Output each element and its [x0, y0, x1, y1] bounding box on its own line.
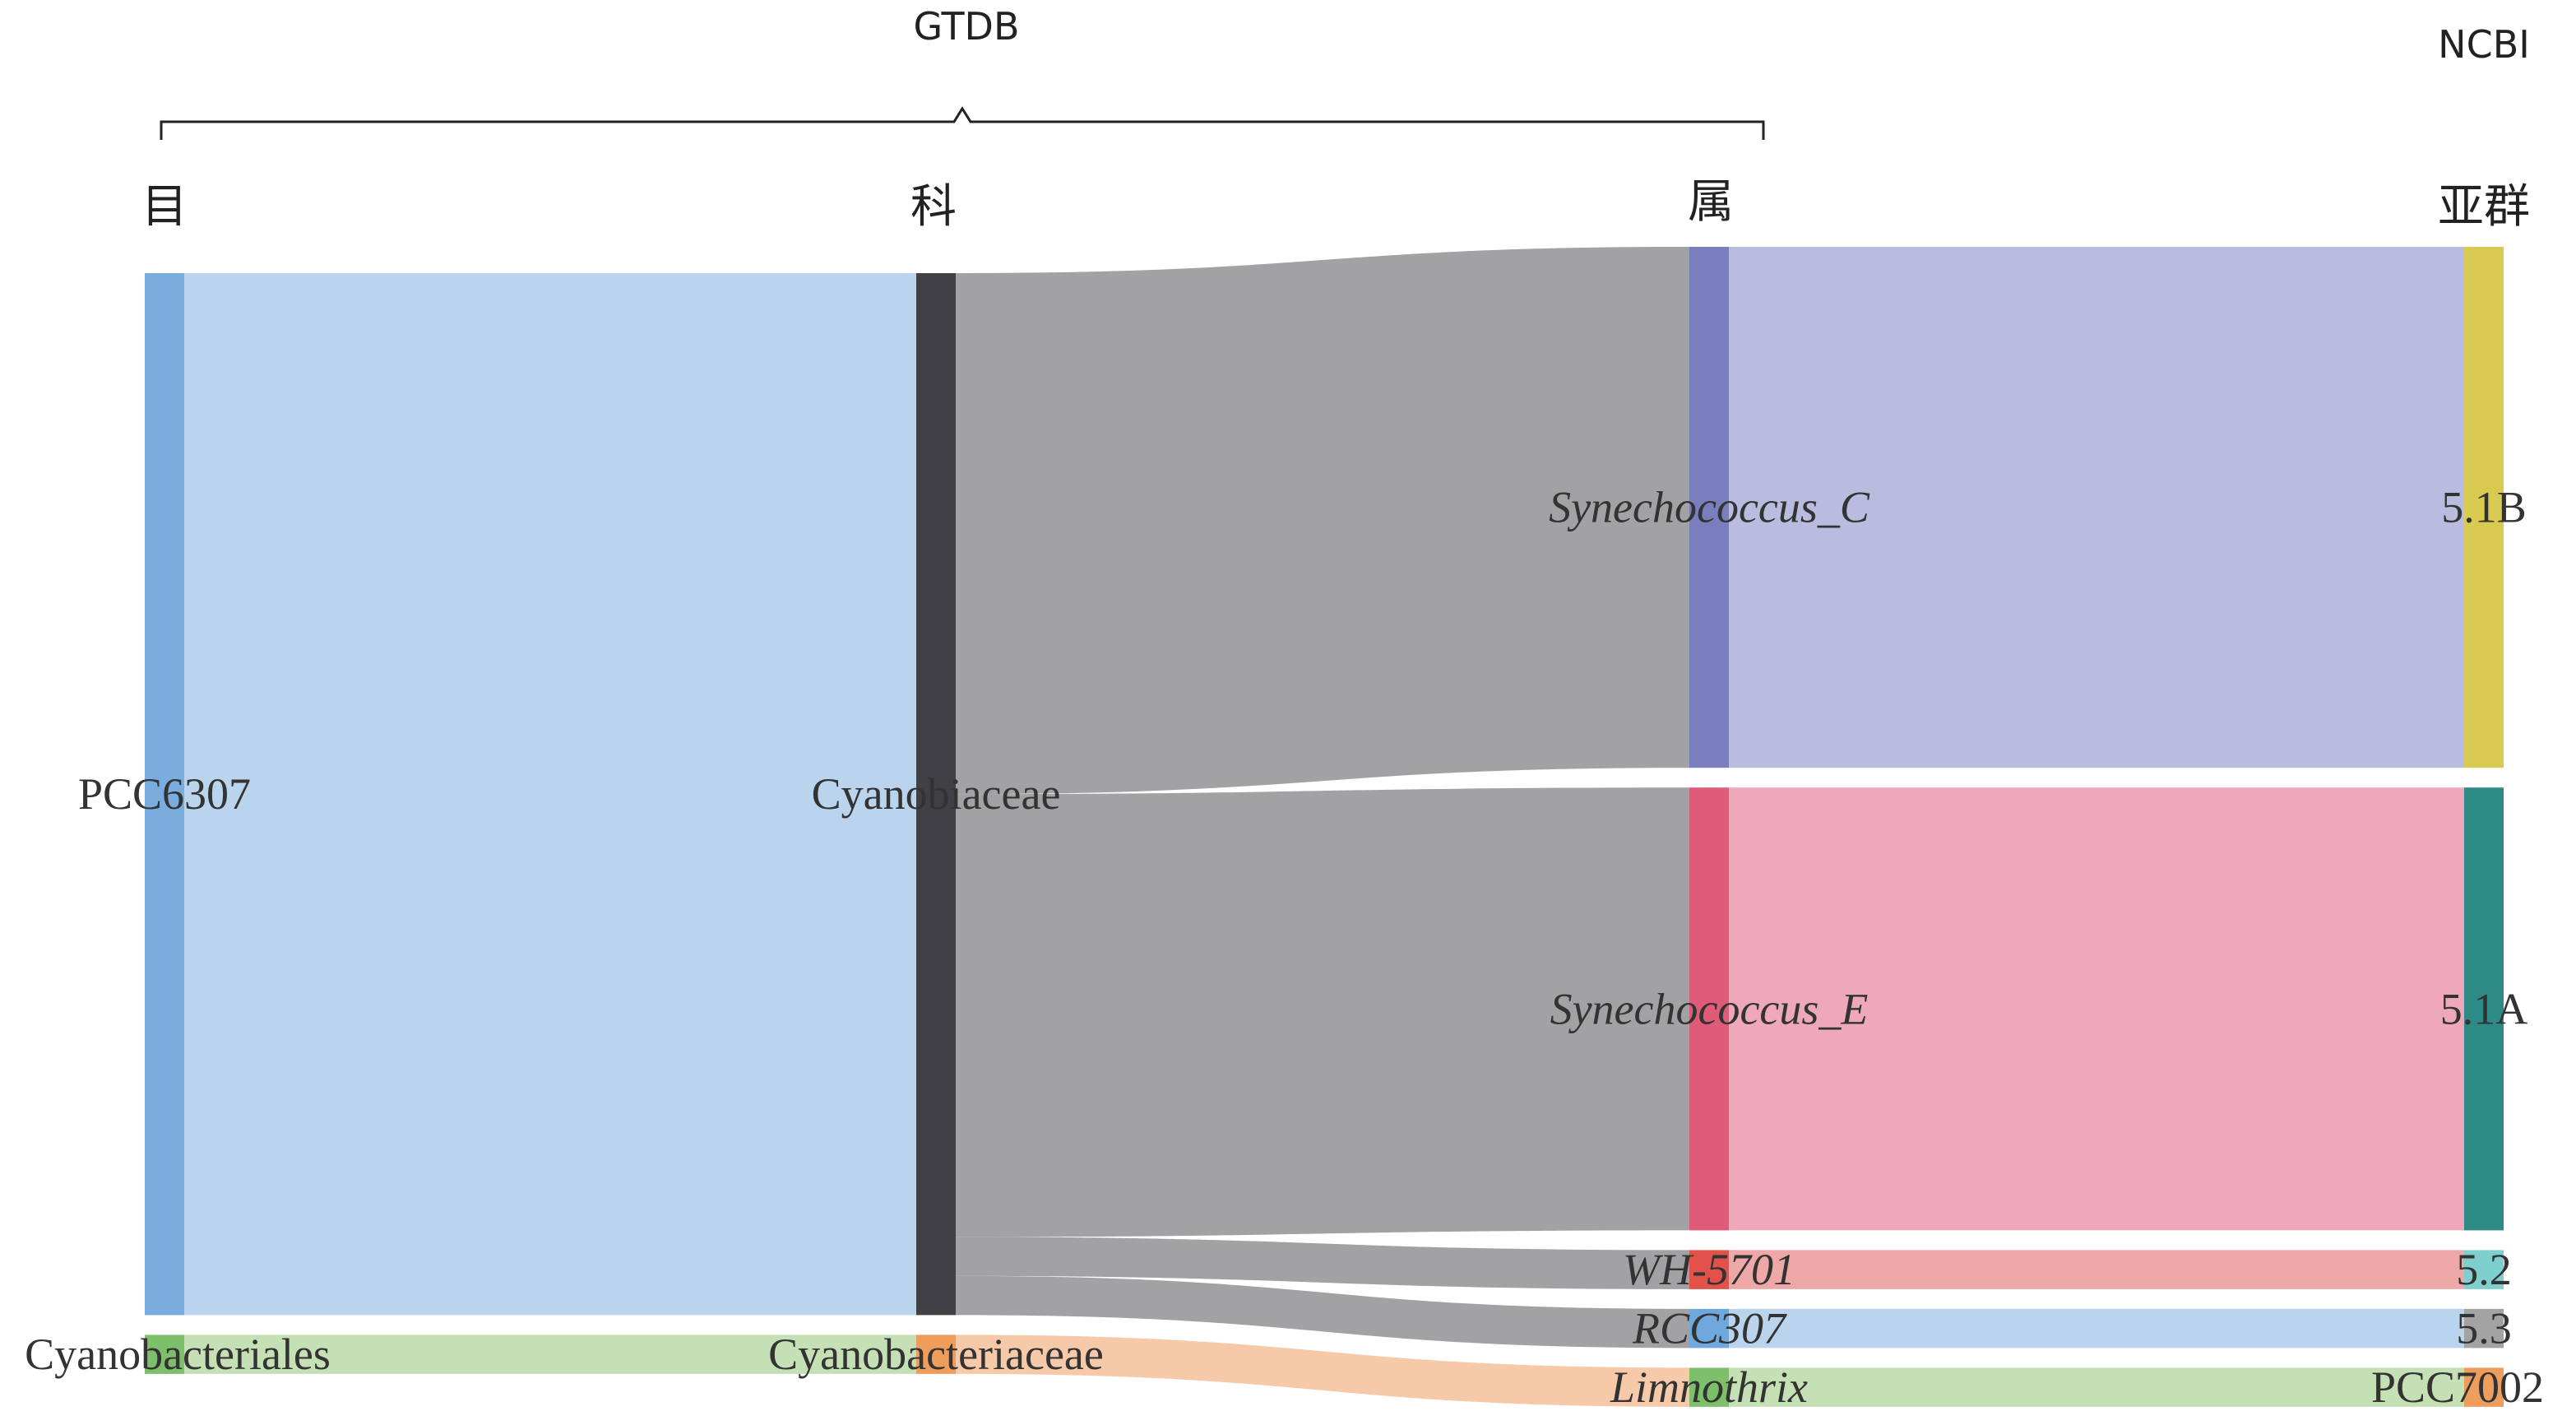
label-synechococcus-e: Synechococcus_E — [1550, 984, 1869, 1033]
link-cyanobiaceae-to-synechococcus-c — [956, 247, 1689, 795]
gtdb-label: GTDB — [913, 4, 1019, 49]
label-cyanobiaceae: Cyanobiaceae — [812, 769, 1061, 819]
label-rcc307: RCC307 — [1632, 1304, 1787, 1353]
gtdb-brace — [160, 106, 1765, 140]
column-header-family: 科 — [910, 180, 957, 234]
sankey-nodes — [145, 247, 2504, 1407]
label-cyanobacteriales: Cyanobacteriales — [25, 1330, 331, 1379]
label-cyanobacteriaceae: Cyanobacteriaceae — [768, 1330, 1104, 1379]
node-5-2 — [2464, 1250, 2504, 1289]
ncbi-label: NCBI — [2438, 22, 2530, 67]
link-limnothrix-to-pcc7002 — [1729, 1367, 2464, 1407]
label-5-3: 5.3 — [2456, 1304, 2512, 1353]
link-synechococcus-c-to-5-1b — [1729, 247, 2464, 768]
column-header-order: 目 — [141, 180, 188, 234]
sankey-labels: PCC6307 Cyanobacteriales Cyanobiaceae Cyano… — [25, 483, 2544, 1413]
node-5-1a — [2464, 787, 2504, 1231]
link-cyanobiaceae-to-rcc307 — [956, 1275, 1689, 1348]
link-synechococcus-e-to-5-1a — [1729, 787, 2464, 1231]
column-header-genus: 属 — [1688, 175, 1734, 229]
label-limnothrix: Limnothrix — [1610, 1362, 1808, 1412]
node-5-3 — [2464, 1308, 2504, 1348]
link-cyanobiaceae-to-wh-5701 — [956, 1237, 1689, 1289]
node-pcc6307 — [145, 273, 184, 1316]
node-pcc7002 — [2464, 1367, 2504, 1407]
node-limnothrix — [1689, 1367, 1729, 1407]
label-wh-5701: WH-5701 — [1623, 1245, 1795, 1294]
label-5-1a: 5.1A — [2440, 984, 2528, 1033]
link-cyanobiaceae-to-synechococcus-e — [956, 787, 1689, 1237]
link-rcc307-to-5-3 — [1729, 1308, 2464, 1348]
label-pcc7002: PCC7002 — [2371, 1362, 2544, 1412]
node-synechococcus-c — [1689, 247, 1729, 768]
link-wh-5701-to-5-2 — [1729, 1250, 2464, 1289]
node-cyanobacteriales — [145, 1334, 184, 1374]
column-header-subgroup: 亚群 — [2438, 180, 2530, 234]
node-cyanobiaceae — [916, 273, 956, 1316]
sankey-links — [184, 247, 2464, 1407]
link-pcc6307-to-cyanobiaceae — [184, 273, 916, 1316]
label-pcc6307: PCC6307 — [78, 769, 251, 819]
link-cyanobacteriaceae-to-limnothrix — [956, 1334, 1689, 1407]
link-cyanobacteriales-to-cyanobacteriaceae — [184, 1334, 916, 1374]
node-rcc307 — [1689, 1308, 1729, 1348]
label-synechococcus-c: Synechococcus_C — [1549, 483, 1870, 532]
node-wh-5701 — [1689, 1250, 1729, 1289]
node-cyanobacteriaceae — [916, 1334, 956, 1374]
node-synechococcus-e — [1689, 787, 1729, 1231]
label-5-1b: 5.1B — [2441, 483, 2527, 532]
node-5-1b — [2464, 247, 2504, 768]
label-5-2: 5.2 — [2456, 1245, 2512, 1294]
